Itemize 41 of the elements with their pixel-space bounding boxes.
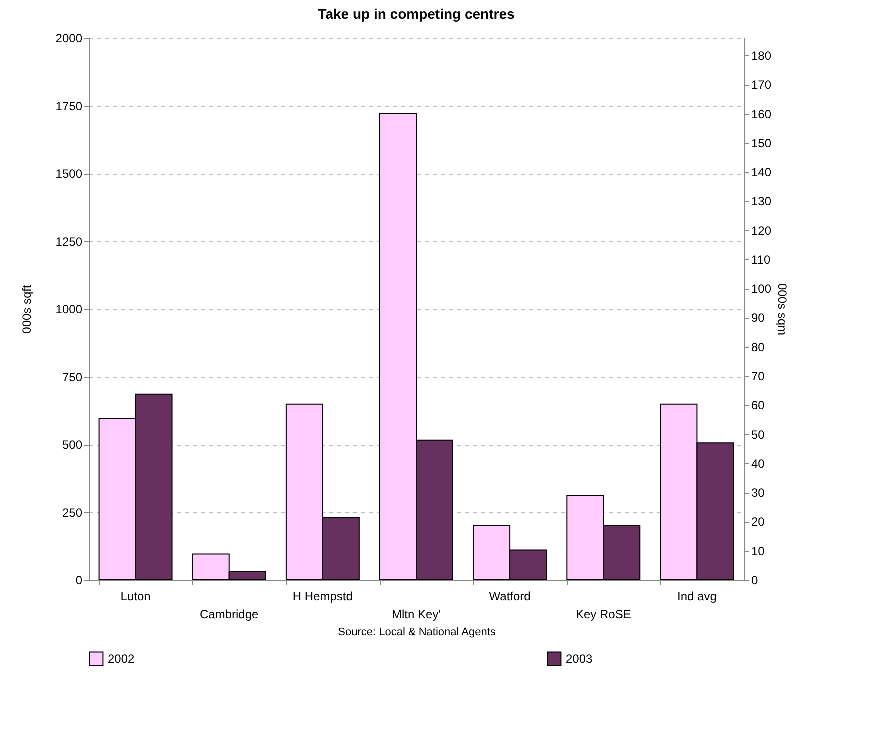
- y2-tick-label: 20: [752, 515, 766, 530]
- y-tick-label: 750: [62, 370, 83, 384]
- y-axis-title: 000s sqft: [20, 284, 34, 334]
- y2-tick-label: 110: [752, 252, 771, 267]
- y2-tick-label: 60: [752, 398, 766, 413]
- y2-axis-title: 000s sqm: [776, 283, 790, 336]
- x-tick-label: H Hempstd: [292, 590, 353, 604]
- legend-label: 2002: [108, 652, 136, 666]
- y2-tick-label: 30: [752, 486, 766, 500]
- y-tick-label: 2000: [56, 32, 83, 46]
- source-note: Source: Local & National Agents: [338, 626, 496, 638]
- y2-tick-label: 50: [752, 428, 766, 442]
- y2-tick-label: 10: [752, 544, 766, 558]
- y2-tick-label: 160: [752, 107, 772, 122]
- y-tick-label: 1000: [56, 302, 83, 316]
- x-tick-label: Watford: [489, 590, 531, 604]
- y2-tick-label: 130: [752, 194, 772, 209]
- y-tick-label: 250: [62, 506, 83, 520]
- y-tick-label: 0: [76, 574, 83, 588]
- y2-tick-label: 180: [752, 48, 772, 63]
- y2-tick-label: 40: [752, 456, 766, 471]
- y2-tick-label: 90: [752, 311, 766, 326]
- x-tick-label: Luton: [120, 590, 151, 604]
- y-tick-label: 1250: [56, 234, 83, 249]
- y2-tick-label: 80: [752, 340, 766, 354]
- legend-label: 2003: [566, 652, 594, 666]
- y2-tick-label: 70: [752, 370, 766, 384]
- y2-tick-label: 140: [752, 166, 772, 180]
- y2-tick-label: 0: [752, 574, 758, 588]
- y2-tick-label: 170: [752, 78, 772, 92]
- x-tick-label: Key RoSE: [576, 608, 632, 622]
- chart-title: Take up in competing centres: [318, 6, 515, 22]
- x-tick-label: Mltn Key': [392, 608, 441, 622]
- y2-tick-label: 100: [752, 282, 772, 296]
- y2-tick-label: 150: [752, 136, 772, 150]
- y-tick-label: 1750: [56, 99, 83, 114]
- y-tick-label: 500: [62, 438, 83, 452]
- x-tick-label: Cambridge: [200, 608, 260, 622]
- x-tick-label: Ind avg: [678, 590, 717, 604]
- y-tick-label: 1500: [56, 167, 83, 181]
- y2-tick-label: 120: [752, 224, 772, 238]
